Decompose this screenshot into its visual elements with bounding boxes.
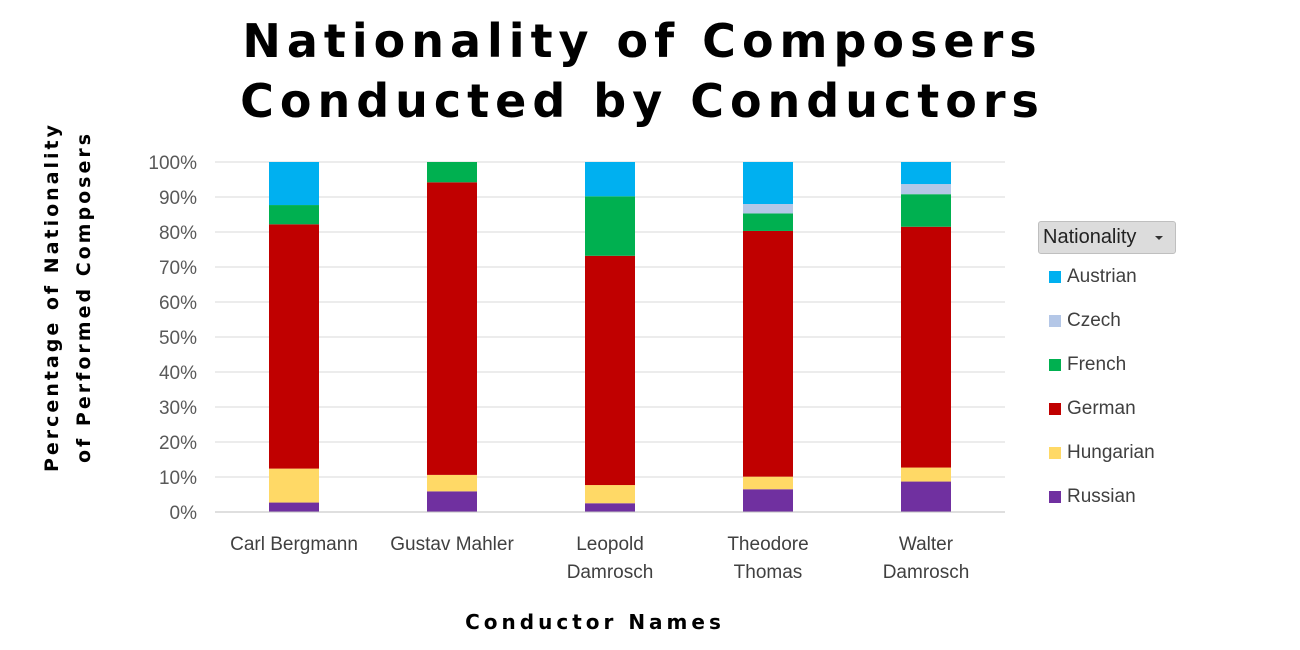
- y-tick-label: 80%: [159, 223, 197, 244]
- bar-segment: [269, 205, 319, 225]
- bar-segment: [743, 204, 793, 214]
- y-tick-label: 90%: [159, 188, 197, 209]
- legend-label: Hungarian: [1067, 442, 1155, 463]
- legend-item: Hungarian: [1049, 441, 1155, 465]
- bar-segment: [901, 467, 951, 482]
- x-tick-label: Gustav Mahler: [390, 534, 514, 555]
- bar-segment: [585, 485, 635, 504]
- bar-segment: [901, 184, 951, 195]
- bar-segment: [901, 194, 951, 227]
- bar-segment: [269, 224, 319, 469]
- y-tick-label: 60%: [159, 293, 197, 314]
- legend-filter-button[interactable]: Nationality: [1038, 221, 1176, 254]
- x-tick-label: Thomas: [734, 562, 803, 583]
- bar-segment: [585, 162, 635, 197]
- legend-label: Austrian: [1067, 266, 1137, 287]
- bar-segment: [743, 162, 793, 204]
- legend-swatch: [1049, 491, 1061, 503]
- bar-segment: [743, 476, 793, 490]
- bar-segment: [743, 230, 793, 477]
- x-axis-label: Conductor Names: [465, 610, 725, 634]
- legend-swatch: [1049, 447, 1061, 459]
- y-tick-label: 20%: [159, 433, 197, 454]
- chart-title-line-1: Nationality of Composers: [242, 14, 1043, 68]
- legend-swatch: [1049, 271, 1061, 283]
- bar-segment: [743, 213, 793, 231]
- legend-item: German: [1049, 397, 1136, 421]
- x-tick-label: Theodore: [727, 534, 808, 555]
- legend-item: Russian: [1049, 485, 1136, 509]
- bar-segment: [269, 162, 319, 206]
- y-tick-label: 70%: [159, 258, 197, 279]
- legend-item: Austrian: [1049, 265, 1137, 289]
- x-tick-label: Leopold: [576, 534, 644, 555]
- legend-swatch: [1049, 315, 1061, 327]
- legend-item: French: [1049, 353, 1126, 377]
- bar-segment: [585, 196, 635, 256]
- x-tick-label: Carl Bergmann: [230, 534, 358, 555]
- bar-segment: [585, 255, 635, 486]
- bar-segment: [901, 481, 951, 512]
- bar-segment: [743, 489, 793, 512]
- bar-segment: [269, 502, 319, 512]
- bar-segment: [901, 226, 951, 468]
- legend-label: German: [1067, 398, 1136, 419]
- legend-title: Nationality: [1043, 226, 1137, 248]
- legend-item: Czech: [1049, 309, 1121, 333]
- y-tick-label: 40%: [159, 363, 197, 384]
- bar-segment: [427, 182, 477, 475]
- legend-label: Czech: [1067, 310, 1121, 331]
- y-tick-label: 30%: [159, 398, 197, 419]
- bar-segment: [585, 503, 635, 512]
- y-tick-label: 0%: [170, 503, 198, 524]
- bar-segment: [427, 162, 477, 183]
- chart-title-line-2: Conducted by Conductors: [240, 74, 1045, 128]
- y-tick-label: 50%: [159, 328, 197, 349]
- y-tick-label: 10%: [159, 468, 197, 489]
- bar-segment: [427, 474, 477, 492]
- x-tick-label: Damrosch: [883, 562, 970, 583]
- bar-segment: [269, 468, 319, 503]
- x-tick-label: Damrosch: [567, 562, 654, 583]
- bar-segment: [427, 491, 477, 512]
- legend-swatch: [1049, 359, 1061, 371]
- legend-label: Russian: [1067, 486, 1136, 507]
- legend-swatch: [1049, 403, 1061, 415]
- x-tick-label: Walter: [899, 534, 954, 555]
- legend-label: French: [1067, 354, 1127, 375]
- y-tick-label: 100%: [148, 153, 197, 174]
- dropdown-arrow-icon: [1155, 236, 1163, 240]
- bar-segment: [901, 162, 951, 185]
